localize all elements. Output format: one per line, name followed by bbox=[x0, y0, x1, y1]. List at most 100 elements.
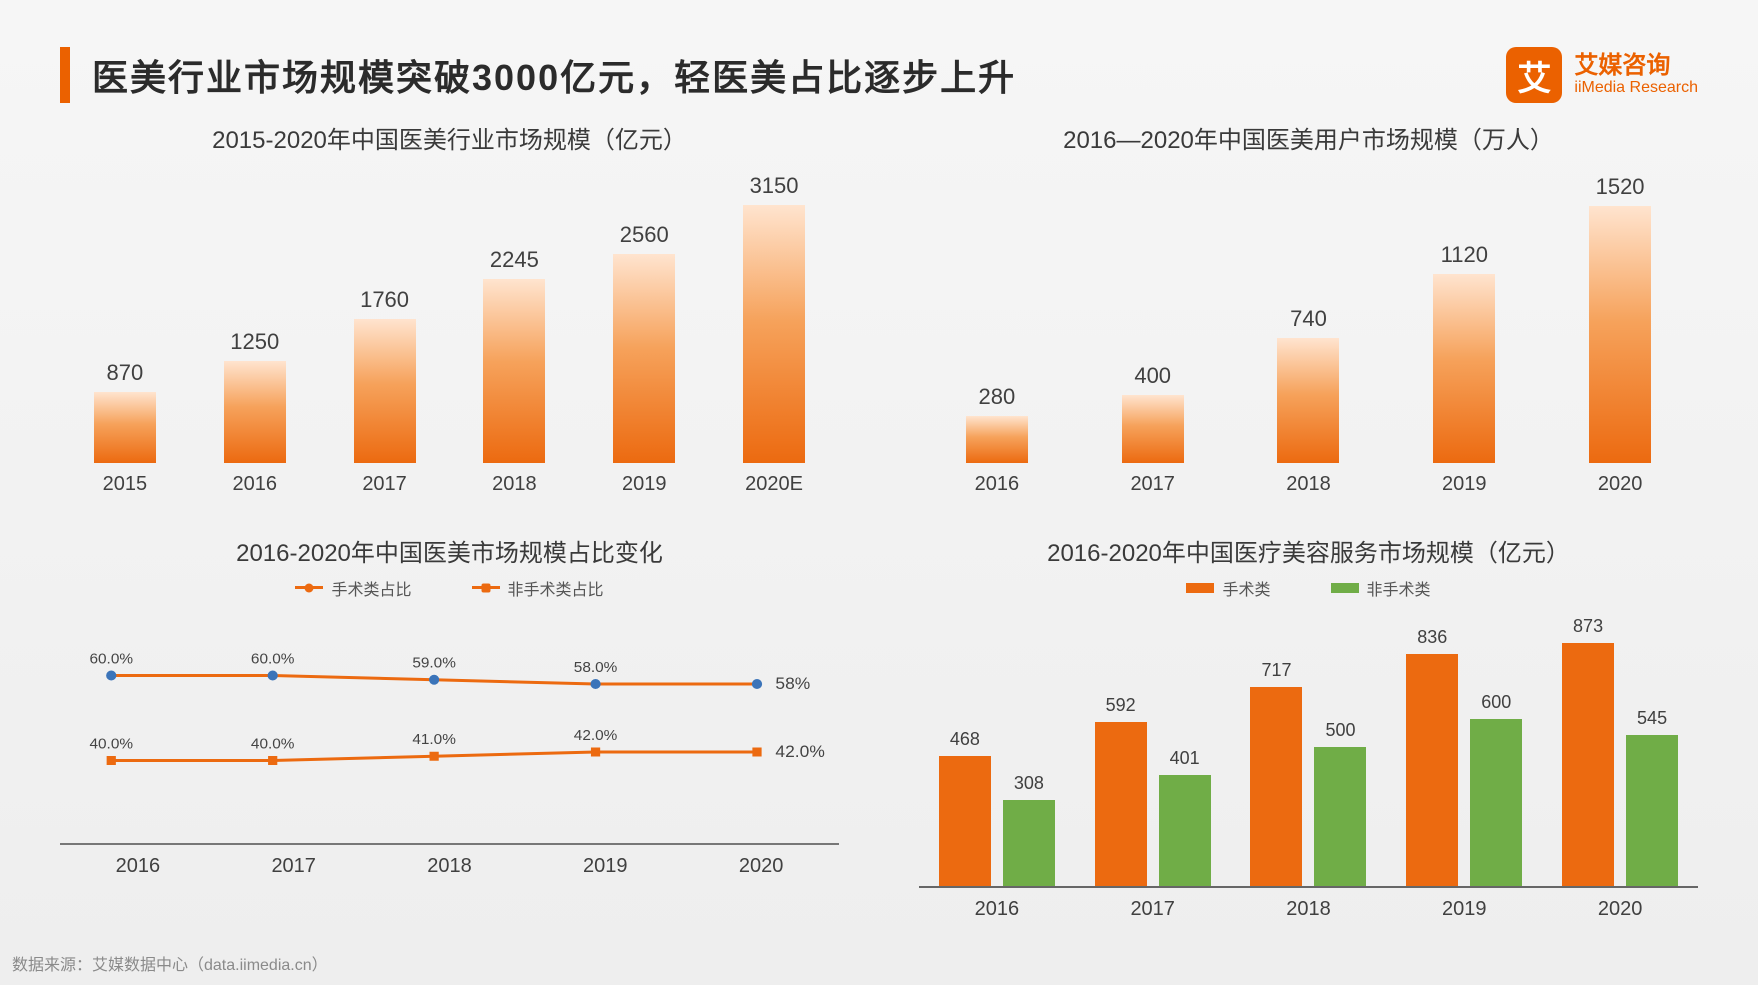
bar-value-label: 468 bbox=[950, 729, 980, 750]
bar-rect bbox=[1250, 687, 1302, 886]
chart-title: 2016—2020年中国医美用户市场规模（万人） bbox=[919, 120, 1698, 155]
legend: 手术类 非手术类 bbox=[919, 576, 1698, 600]
bar-value-label: 740 bbox=[1290, 306, 1327, 332]
bar-area: 468308592401717500836600873545 bbox=[919, 608, 1698, 888]
bar-rect bbox=[1433, 274, 1495, 463]
bar-rect bbox=[1095, 722, 1147, 886]
axis-tick-label: 2018 bbox=[449, 473, 579, 496]
data-source: 数据来源：艾媒数据中心（data.iimedia.cn） bbox=[12, 951, 328, 975]
axis-tick-label: 2019 bbox=[1386, 473, 1542, 496]
bar-value-label: 280 bbox=[979, 384, 1016, 410]
bar: 308 bbox=[1003, 773, 1055, 886]
line-plot: 60.0%60.0%59.0%58.0%58%40.0%40.0%41.0%42… bbox=[60, 608, 839, 818]
header: 医美行业市场规模突破3000亿元，轻医美占比逐步上升 艾 艾媒咨询 iiMedi… bbox=[60, 40, 1698, 110]
legend-label: 非手术类占比 bbox=[508, 576, 604, 600]
bar-group: 836600 bbox=[1406, 627, 1522, 886]
point-label: 41.0% bbox=[412, 731, 456, 748]
legend-item: 非手术类占比 bbox=[472, 576, 604, 600]
bar-group: 717500 bbox=[1250, 660, 1366, 886]
bar-value-label: 545 bbox=[1637, 708, 1667, 729]
bar-rect bbox=[966, 416, 1028, 463]
legend-swatch-icon bbox=[1186, 583, 1214, 593]
legend-label: 手术类占比 bbox=[331, 576, 411, 600]
logo-cn: 艾媒咨询 bbox=[1574, 53, 1698, 79]
legend-item: 手术类 bbox=[1186, 576, 1270, 600]
legend: 手术类占比 非手术类占比 bbox=[60, 576, 839, 600]
axis-tick-label: 2017 bbox=[1075, 898, 1231, 921]
axis-tick-label: 2018 bbox=[372, 855, 528, 878]
bar-rect bbox=[1589, 206, 1651, 463]
axis-tick-label: 2019 bbox=[1386, 898, 1542, 921]
bar-value-label: 1120 bbox=[1441, 242, 1488, 268]
bar: 468 bbox=[939, 729, 991, 886]
chart-title: 2015-2020年中国医美行业市场规模（亿元） bbox=[60, 120, 839, 155]
axis-tick-label: 2018 bbox=[1231, 898, 1387, 921]
marker-circle-icon bbox=[429, 674, 439, 684]
axis-tick-label: 2016 bbox=[919, 473, 1075, 496]
chart-title: 2016-2020年中国医美市场规模占比变化 bbox=[60, 533, 839, 568]
bar-value-label: 400 bbox=[1134, 363, 1171, 389]
bar: 740 bbox=[1277, 306, 1339, 463]
marker-square-icon bbox=[591, 747, 600, 756]
x-axis: 20162017201820192020 bbox=[60, 855, 839, 878]
marker-circle-icon bbox=[590, 679, 600, 689]
bar: 1760 bbox=[354, 287, 416, 463]
axis-tick-label: 2019 bbox=[579, 473, 709, 496]
x-axis: 20162017201820192020 bbox=[919, 473, 1698, 496]
legend-item: 非手术类 bbox=[1331, 576, 1431, 600]
bar-rect bbox=[939, 756, 991, 886]
marker-circle-icon bbox=[268, 670, 278, 680]
bar: 280 bbox=[966, 384, 1028, 463]
bar-rect bbox=[1003, 800, 1055, 886]
x-axis: 20162017201820192020 bbox=[919, 898, 1698, 921]
chart-service-market: 2016-2020年中国医疗美容服务市场规模（亿元） 手术类 非手术类 4683… bbox=[919, 533, 1698, 936]
chart-market-size-cny: 2015-2020年中国医美行业市场规模（亿元） 870125017602245… bbox=[60, 120, 839, 523]
bar-area: 280 400 740 1120 1520 bbox=[919, 163, 1698, 463]
logo-mark-icon: 艾 bbox=[1506, 47, 1562, 103]
bar-value-label: 870 bbox=[107, 360, 144, 386]
marker-circle-icon bbox=[752, 679, 762, 689]
axis-tick-label: 2018 bbox=[1231, 473, 1387, 496]
bar: 545 bbox=[1626, 708, 1678, 886]
axis-tick-label: 2020 bbox=[683, 855, 839, 878]
legend-marker-icon bbox=[295, 586, 323, 589]
brand-logo: 艾 艾媒咨询 iiMedia Research bbox=[1506, 47, 1698, 103]
bar-rect bbox=[224, 361, 286, 463]
marker-square-icon bbox=[752, 747, 761, 756]
legend-label: 非手术类 bbox=[1367, 576, 1431, 600]
chart-grid: 2015-2020年中国医美行业市场规模（亿元） 870125017602245… bbox=[60, 120, 1698, 935]
axis-tick-label: 2016 bbox=[919, 898, 1075, 921]
bar: 400 bbox=[1122, 363, 1184, 463]
point-label: 60.0% bbox=[89, 650, 133, 667]
point-label: 42.0% bbox=[574, 727, 618, 744]
bar-value-label: 592 bbox=[1106, 695, 1136, 716]
bar: 1120 bbox=[1433, 242, 1495, 463]
bar-value-label: 1760 bbox=[360, 287, 409, 313]
bar-rect bbox=[1314, 747, 1366, 886]
bar: 2560 bbox=[613, 222, 675, 463]
series-end-label: 58% bbox=[775, 673, 810, 693]
axis-baseline bbox=[60, 843, 839, 845]
legend-item: 手术类占比 bbox=[295, 576, 411, 600]
marker-square-icon bbox=[430, 751, 439, 760]
bar-group: 468 308 bbox=[939, 729, 1055, 886]
bar-value-label: 2560 bbox=[620, 222, 669, 248]
bar-value-label: 836 bbox=[1417, 627, 1447, 648]
bar-value-label: 308 bbox=[1014, 773, 1044, 794]
bar: 592 bbox=[1095, 695, 1147, 886]
logo-text: 艾媒咨询 iiMedia Research bbox=[1574, 53, 1698, 97]
bar-rect bbox=[1406, 654, 1458, 886]
bar-value-label: 3150 bbox=[750, 173, 799, 199]
logo-en: iiMedia Research bbox=[1574, 79, 1698, 97]
bar-value-label: 873 bbox=[1573, 616, 1603, 637]
bar: 1520 bbox=[1589, 174, 1651, 463]
marker-square-icon bbox=[268, 756, 277, 765]
axis-tick-label: 2017 bbox=[216, 855, 372, 878]
bar: 3150 bbox=[743, 173, 805, 463]
x-axis: 201520162017201820192020E bbox=[60, 473, 839, 496]
bar-rect bbox=[354, 319, 416, 463]
bar-area: 87012501760224525603150 bbox=[60, 163, 839, 463]
axis-tick-label: 2016 bbox=[190, 473, 320, 496]
bar: 717 bbox=[1250, 660, 1302, 886]
marker-square-icon bbox=[107, 756, 116, 765]
